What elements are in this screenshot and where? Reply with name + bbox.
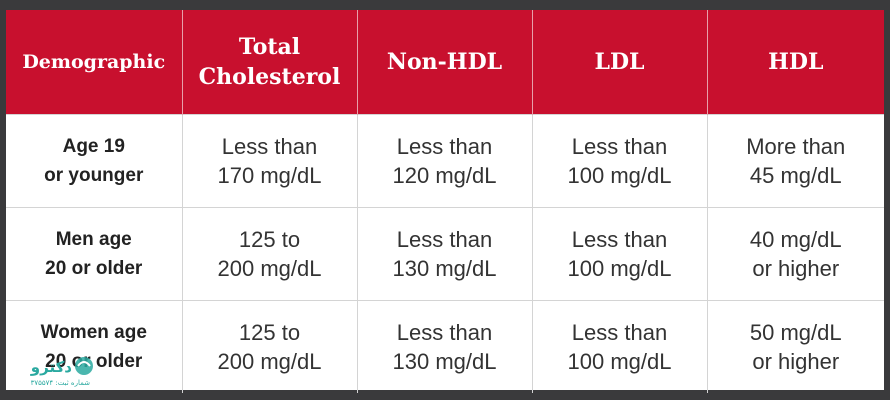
header-non-hdl: Non-HDL <box>357 10 533 115</box>
cholesterol-levels-table: Demographic Total Cholesterol Non-HDL LD… <box>6 10 884 393</box>
logo-brand-text: دکترو <box>30 358 73 376</box>
cell-total-cholesterol: 125 to 200 mg/dL <box>182 300 358 393</box>
header-demographic: Demographic <box>6 10 183 115</box>
table-header-row: Demographic Total Cholesterol Non-HDL LD… <box>6 10 884 115</box>
logo-reg-text: شماره ثبت: ۳۷۵۵۷۴ <box>31 379 91 387</box>
table-row: Men age 20 or older 125 to 200 mg/dL Les… <box>6 207 884 301</box>
cell-non-hdl: Less than 130 mg/dL <box>357 300 533 393</box>
watermark-logo-graphic: دکترو شماره ثبت: ۳۷۵۵۷۴ <box>30 357 93 387</box>
cell-demographic: Age 19 or younger <box>6 114 183 208</box>
cell-demographic: Men age 20 or older <box>6 207 183 301</box>
cell-hdl: More than 45 mg/dL <box>707 114 884 208</box>
cell-hdl: 50 mg/dL or higher <box>707 300 884 393</box>
cell-demographic: Women age 20 or older <box>6 300 183 393</box>
cell-ldl: Less than 100 mg/dL <box>532 300 708 393</box>
cell-hdl: 40 mg/dL or higher <box>707 207 884 301</box>
cell-ldl: Less than 100 mg/dL <box>532 114 708 208</box>
table-row: Age 19 or younger Less than 170 mg/dL Le… <box>6 114 884 208</box>
cell-total-cholesterol: 125 to 200 mg/dL <box>182 207 358 301</box>
cell-ldl: Less than 100 mg/dL <box>532 207 708 301</box>
header-total-cholesterol: Total Cholesterol <box>182 10 358 115</box>
cholesterol-table-card: Demographic Total Cholesterol Non-HDL LD… <box>6 10 884 393</box>
header-hdl: HDL <box>707 10 884 115</box>
header-ldl: LDL <box>532 10 708 115</box>
logo-circle-icon <box>75 357 93 375</box>
cell-total-cholesterol: Less than 170 mg/dL <box>182 114 358 208</box>
cell-non-hdl: Less than 130 mg/dL <box>357 207 533 301</box>
cell-non-hdl: Less than 120 mg/dL <box>357 114 533 208</box>
watermark-logo: دکترو شماره ثبت: ۳۷۵۵۷۴ <box>12 352 96 388</box>
table-row: Women age 20 or older 125 to 200 mg/dL L… <box>6 300 884 393</box>
